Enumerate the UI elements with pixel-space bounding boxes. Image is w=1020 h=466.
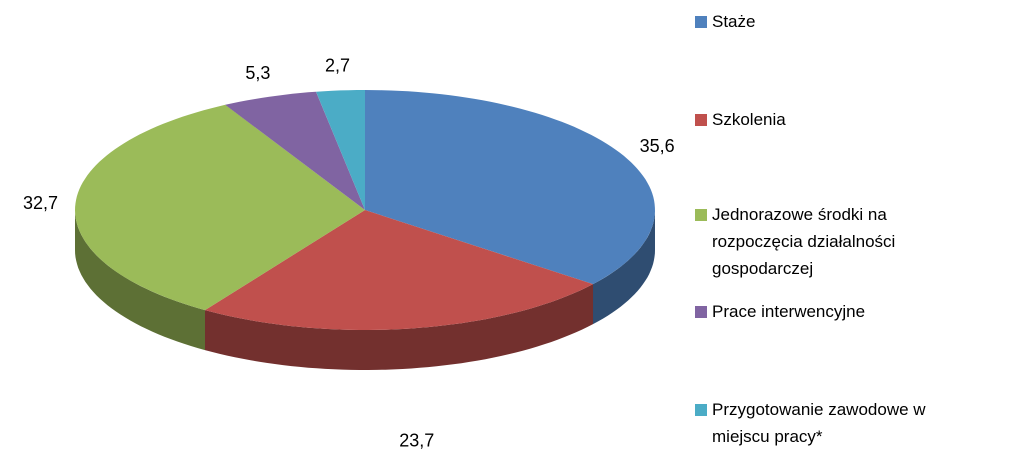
slice bbox=[365, 90, 655, 285]
legend-entry: Prace interwencyjne bbox=[695, 298, 977, 325]
slice bbox=[75, 104, 365, 311]
legend-label: Przygotowanie zawodowe w miejscu pracy* bbox=[712, 400, 926, 446]
data-label: 5,3 bbox=[245, 63, 270, 83]
slice bbox=[205, 210, 594, 330]
legend-entry: Szkolenia bbox=[695, 106, 977, 133]
data-label: 23,7 bbox=[399, 430, 434, 450]
data-label: 2,7 bbox=[325, 55, 350, 75]
data-label: 35,6 bbox=[640, 136, 675, 156]
legend-entry: Jednorazowe środki na rozpoczęcia działa… bbox=[695, 201, 977, 282]
legend-entry: Staże bbox=[695, 8, 977, 35]
legend-swatch bbox=[695, 306, 707, 318]
legend-label: Prace interwencyjne bbox=[712, 302, 866, 321]
slice bbox=[316, 90, 365, 210]
slice bbox=[225, 91, 365, 210]
legend-entry: Przygotowanie zawodowe w miejscu pracy* bbox=[695, 396, 977, 450]
slice-side bbox=[75, 210, 206, 351]
slice-side bbox=[205, 284, 594, 370]
data-label: 32,7 bbox=[23, 193, 58, 213]
slice-side bbox=[593, 210, 655, 325]
legend-label: Jednorazowe środki na rozpoczęcia działa… bbox=[712, 205, 896, 278]
legend-label: Szkolenia bbox=[712, 110, 786, 129]
legend-swatch bbox=[695, 16, 707, 28]
legend-swatch bbox=[695, 404, 707, 416]
legend-swatch bbox=[695, 209, 707, 221]
pie-area: 35,6 23,7 32,7 5,3 2,7 bbox=[23, 55, 675, 450]
legend-swatch bbox=[695, 114, 707, 126]
legend-label: Staże bbox=[712, 12, 756, 31]
